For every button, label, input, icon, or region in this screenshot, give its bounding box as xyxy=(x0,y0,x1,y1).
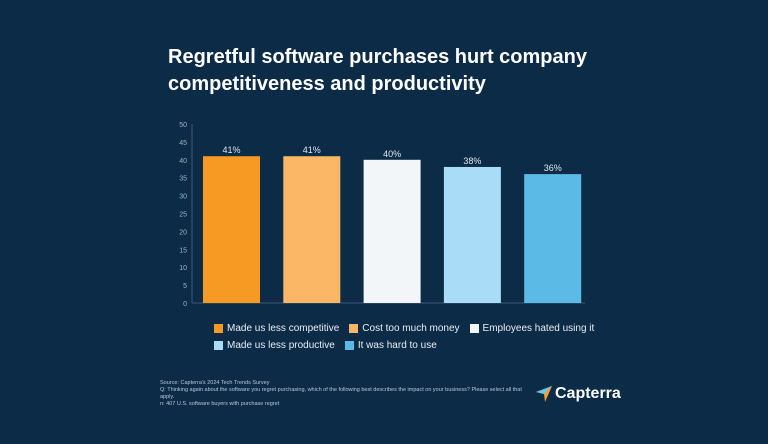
y-tick-label: 20 xyxy=(179,229,187,236)
legend-swatch xyxy=(469,324,479,333)
data-label: 38% xyxy=(463,156,481,166)
legend-item: Cost too much money xyxy=(349,320,460,337)
y-tick-label: 45 xyxy=(179,140,187,147)
data-label: 40% xyxy=(383,149,401,159)
y-tick-label: 5 xyxy=(183,283,187,290)
data-label: 41% xyxy=(303,145,321,155)
y-tick-label: 0 xyxy=(183,301,187,308)
legend: Made us less competitive Cost too much mo… xyxy=(214,320,634,354)
legend-swatch xyxy=(349,324,359,333)
logo-text: Capterra xyxy=(555,385,621,402)
legend-label: Made us less competitive xyxy=(227,323,340,334)
legend-item: Made us less productive xyxy=(214,337,335,354)
legend-item: Employees hated using it xyxy=(469,320,595,337)
y-tick-label: 30 xyxy=(179,194,187,201)
bar xyxy=(283,156,341,303)
bar xyxy=(363,159,421,303)
legend-item: It was hard to use xyxy=(344,337,437,354)
legend-swatch xyxy=(344,341,354,350)
legend-label: Employees hated using it xyxy=(482,323,595,334)
capterra-logo: Capterra xyxy=(536,385,621,403)
y-tick-label: 50 xyxy=(179,122,187,129)
bar xyxy=(203,156,260,303)
y-tick-label: 35 xyxy=(179,176,187,183)
legend-label: It was hard to use xyxy=(357,340,437,351)
footnote-n: n: 407 U.S. software buyers with purchas… xyxy=(160,401,280,407)
bar xyxy=(524,174,582,303)
legend-swatch xyxy=(214,324,223,333)
bar xyxy=(443,166,501,303)
chart-title: Regretful software purchases hurt compan… xyxy=(168,46,587,95)
y-tick-label: 15 xyxy=(179,247,187,254)
y-tick-label: 40 xyxy=(179,158,187,165)
y-tick-label: 10 xyxy=(179,265,187,272)
legend-swatch xyxy=(214,341,223,350)
data-label: 36% xyxy=(544,163,562,173)
footnote: Source: Capterra's 2024 Tech Trends Surv… xyxy=(160,380,530,408)
legend-label: Cost too much money xyxy=(362,323,460,334)
legend-label: Made us less productive xyxy=(227,340,335,351)
capterra-arrow-icon xyxy=(536,386,552,402)
legend-item: Made us less competitive xyxy=(214,320,339,337)
footnote-source: Source: Capterra's 2024 Tech Trends Surv… xyxy=(160,380,270,386)
y-tick-label: 25 xyxy=(179,212,187,219)
footnote-question: Q: Thinking again about the software you… xyxy=(160,387,522,400)
data-label: 41% xyxy=(222,145,240,155)
